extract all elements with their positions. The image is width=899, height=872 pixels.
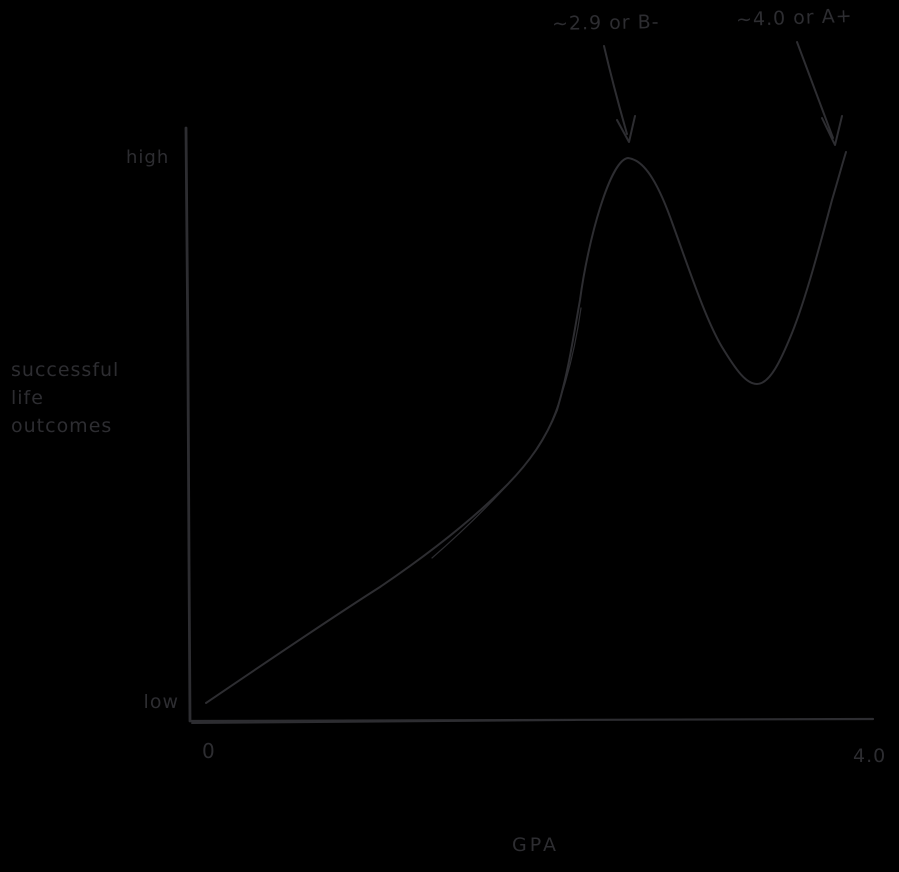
outcome-curve — [205, 151, 847, 704]
annotation-arrow-peak — [603, 45, 636, 143]
y-axis-title-line-1: successful — [11, 359, 120, 381]
y-axis-title-line-3: outcomes — [11, 415, 113, 437]
annotation-arrow-end — [796, 41, 843, 146]
x-axis-overstroke — [191, 719, 576, 724]
annotation-peak-label: ~2.9 or B- — [551, 11, 660, 35]
y-max-tick-label: high — [126, 147, 170, 168]
x-max-tick-label: 4.0 — [853, 745, 887, 767]
y-min-tick-label: low — [143, 691, 179, 713]
y-axis-title: successful life outcomes — [11, 356, 119, 440]
annotation-end-label: ~4.0 or A+ — [735, 4, 853, 32]
x-min-tick-label: 0 — [202, 739, 216, 763]
x-axis-title: GPA — [512, 834, 559, 856]
x-axis-line — [188, 717, 875, 723]
curve-overstroke — [431, 307, 582, 559]
y-axis-line — [184, 126, 192, 723]
y-axis-title-line-2: life — [11, 387, 44, 409]
